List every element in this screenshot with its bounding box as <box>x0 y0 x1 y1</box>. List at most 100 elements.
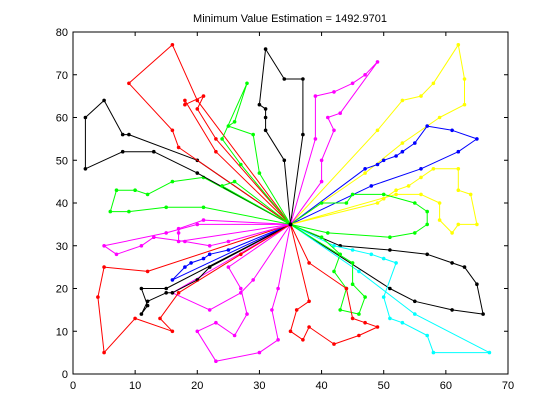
route-point <box>394 192 398 197</box>
route-point <box>183 98 187 103</box>
route-point <box>245 312 249 316</box>
route-point <box>158 316 162 321</box>
route-point <box>102 98 106 103</box>
route-point <box>263 128 268 133</box>
route-point <box>282 77 287 81</box>
route-point <box>388 235 392 239</box>
route-point <box>450 308 454 312</box>
route-21 <box>220 179 291 225</box>
route-point <box>425 124 430 128</box>
route-point <box>350 192 355 197</box>
route-point <box>357 312 361 316</box>
route-point <box>102 350 106 355</box>
route-point <box>400 149 405 154</box>
route-point <box>257 171 262 175</box>
route-point <box>232 120 237 124</box>
route-point <box>164 205 168 210</box>
route-point <box>332 342 336 346</box>
x-tick-label: 30 <box>253 380 265 392</box>
route-point <box>288 329 293 334</box>
route-point <box>201 218 206 222</box>
route-point <box>462 265 467 269</box>
route-point <box>102 244 106 248</box>
route-point <box>350 81 355 86</box>
route-point <box>239 286 243 291</box>
route-point <box>425 222 430 227</box>
route-point <box>375 162 380 167</box>
route-5 <box>290 223 485 316</box>
route-point <box>369 252 374 257</box>
route-point <box>344 201 349 205</box>
route-line <box>221 181 291 225</box>
route-point <box>220 137 224 141</box>
route-point <box>207 265 212 269</box>
route-point <box>176 231 181 235</box>
route-point <box>263 107 268 111</box>
route-point <box>170 128 175 133</box>
route-19 <box>127 43 291 225</box>
route-point <box>245 81 249 86</box>
route-point <box>431 167 436 171</box>
plot-area-frame <box>72 31 509 375</box>
route-point <box>83 115 88 120</box>
route-point <box>183 265 187 269</box>
route-point <box>456 149 461 154</box>
route-14 <box>102 222 291 257</box>
route-point <box>145 269 150 274</box>
route-point <box>226 265 231 269</box>
route-point <box>239 162 243 167</box>
route-point <box>394 188 398 192</box>
x-tick-label: 40 <box>315 380 327 392</box>
route-point <box>145 299 150 304</box>
route-point <box>450 128 454 133</box>
route-point <box>419 192 423 197</box>
y-tick-label: 40 <box>56 198 68 210</box>
route-point <box>139 244 144 248</box>
route-point <box>357 269 361 274</box>
route-point <box>276 286 280 291</box>
route-point <box>363 167 367 171</box>
route-line <box>178 219 291 242</box>
route-point <box>226 124 231 128</box>
route-point <box>481 312 485 316</box>
route-point <box>195 329 200 334</box>
route-point <box>164 286 168 291</box>
route-line <box>290 193 428 238</box>
route-point <box>338 308 343 312</box>
route-point <box>102 265 106 269</box>
route-3 <box>290 167 479 235</box>
y-tick-label: 30 <box>56 241 68 253</box>
route-point <box>257 102 262 107</box>
route-line <box>184 95 291 225</box>
route-point <box>363 171 367 175</box>
route-point <box>170 291 175 295</box>
route-point <box>301 132 305 137</box>
y-tick-label: 0 <box>62 369 68 381</box>
route-point <box>400 98 405 103</box>
route-point <box>139 286 144 291</box>
route-point <box>133 188 137 192</box>
route-point <box>419 175 423 180</box>
route-point <box>413 312 417 316</box>
route-point <box>468 192 473 197</box>
route-23 <box>290 60 380 225</box>
route-point <box>239 252 243 257</box>
y-tick-label: 60 <box>56 113 68 125</box>
route-point <box>152 235 156 239</box>
route-point <box>120 132 125 137</box>
route-point <box>307 325 311 329</box>
route-point <box>338 252 343 257</box>
route-point <box>456 188 461 192</box>
route-point <box>388 248 392 252</box>
route-point <box>475 137 479 141</box>
route-point <box>195 222 200 227</box>
route-point <box>419 167 423 171</box>
route-point <box>96 295 100 299</box>
route-point <box>363 320 367 325</box>
route-point <box>332 244 336 248</box>
route-13 <box>96 223 291 355</box>
route-12 <box>139 223 291 316</box>
route-point <box>176 239 181 244</box>
y-tick-label: 80 <box>56 27 68 39</box>
route-point <box>319 235 324 239</box>
